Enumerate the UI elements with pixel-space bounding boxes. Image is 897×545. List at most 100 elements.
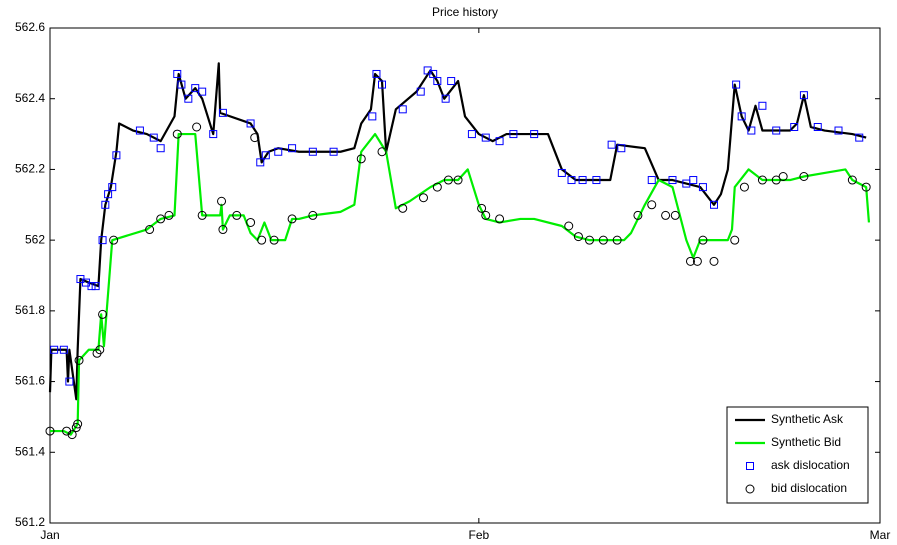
- bid-marker: [647, 200, 657, 210]
- ask-marker: [689, 176, 698, 185]
- ask-marker: [433, 77, 442, 86]
- bid-marker: [709, 256, 719, 266]
- ask-marker: [772, 126, 781, 135]
- bid-marker: [861, 182, 871, 192]
- ask-marker: [747, 126, 756, 135]
- ask-marker: [592, 176, 601, 185]
- ask-marker: [112, 151, 121, 160]
- bid-marker: [164, 210, 174, 220]
- bid-marker: [269, 235, 279, 245]
- bid-marker: [250, 133, 260, 143]
- bid-marker: [481, 210, 491, 220]
- bid-marker: [573, 232, 583, 242]
- y-tick-label: 561.6: [15, 374, 45, 388]
- x-tick-label: Feb: [468, 528, 489, 542]
- ask-marker: [156, 144, 165, 153]
- ask-marker: [59, 345, 68, 354]
- bid-marker: [257, 235, 267, 245]
- legend-swatch: [746, 462, 754, 470]
- ask-marker: [65, 377, 74, 386]
- bid-marker: [98, 309, 108, 319]
- bid-marker: [246, 217, 256, 227]
- x-tick-label: Jan: [40, 528, 59, 542]
- ask-marker: [218, 108, 227, 117]
- ask-marker: [87, 282, 96, 291]
- bid-marker: [287, 214, 297, 224]
- ask-marker: [274, 147, 283, 156]
- ask-marker: [101, 200, 110, 209]
- chart-title: Price history: [432, 5, 498, 19]
- y-tick-label: 561.2: [15, 515, 45, 529]
- y-tick-label: 562: [25, 232, 45, 246]
- bid-marker: [443, 175, 453, 185]
- ask-marker: [557, 168, 566, 177]
- bid-marker: [799, 172, 809, 181]
- ask-marker: [799, 91, 808, 100]
- bid-marker: [308, 210, 318, 220]
- ask-marker: [209, 130, 218, 139]
- ask-marker: [441, 94, 450, 103]
- ask-marker: [668, 176, 677, 185]
- ask-marker: [184, 94, 193, 103]
- bid-marker: [692, 256, 702, 266]
- bid-marker: [377, 147, 387, 157]
- ask-marker: [790, 123, 799, 131]
- bid-marker: [45, 426, 55, 436]
- ask-marker: [429, 69, 438, 78]
- ask-marker: [416, 87, 425, 96]
- bid-marker: [109, 235, 119, 245]
- ask-marker: [177, 80, 186, 89]
- ask-marker: [108, 183, 117, 192]
- bid-marker: [730, 235, 740, 245]
- ask-marker: [530, 130, 539, 139]
- ask-marker: [607, 140, 616, 149]
- legend-label: Synthetic Bid: [771, 435, 841, 449]
- ask-marker: [261, 151, 270, 160]
- ask-marker: [710, 200, 718, 209]
- ask-marker: [378, 80, 386, 89]
- ask-marker: [467, 130, 476, 139]
- legend-box: [726, 406, 869, 504]
- ask-marker: [198, 87, 207, 96]
- bid-marker: [419, 193, 428, 203]
- ask-marker: [368, 112, 377, 121]
- ask-marker: [758, 101, 767, 110]
- bid-marker: [564, 221, 574, 231]
- bid-marker: [685, 256, 695, 266]
- bid-marker: [453, 175, 463, 185]
- ask-marker: [246, 119, 255, 128]
- ask-marker: [50, 345, 59, 354]
- x-tick-label: Mar: [870, 528, 891, 542]
- bid-marker: [192, 122, 202, 132]
- ask-marker: [813, 123, 822, 131]
- bid-marker: [95, 345, 105, 355]
- ask-marker: [647, 176, 656, 185]
- ask-marker: [578, 176, 587, 185]
- bid-marker: [172, 129, 182, 139]
- legend-label: bid dislocation: [771, 481, 847, 495]
- ask-marker: [149, 133, 158, 142]
- bid-marker: [477, 203, 487, 213]
- ask-marker: [495, 137, 504, 146]
- ask-marker: [173, 69, 182, 78]
- bid-marker: [739, 182, 749, 192]
- ask-marker: [104, 190, 113, 199]
- y-tick-label: 561.8: [15, 303, 45, 317]
- bid-marker: [145, 225, 155, 235]
- ask-marker: [91, 282, 100, 291]
- ask-marker: [567, 176, 576, 185]
- legend-swatch: [745, 484, 755, 494]
- ask-marker: [372, 69, 381, 78]
- bid-marker: [771, 175, 781, 185]
- bid-marker: [156, 214, 166, 224]
- ask-marker: [98, 236, 107, 245]
- bid-marker: [585, 235, 594, 245]
- ask-marker: [398, 105, 407, 114]
- bid-marker: [67, 430, 77, 440]
- bid-marker: [73, 419, 83, 429]
- ask-marker: [447, 77, 456, 86]
- bid-marker: [847, 175, 857, 185]
- ask-marker: [308, 147, 317, 156]
- bid-marker: [74, 355, 84, 365]
